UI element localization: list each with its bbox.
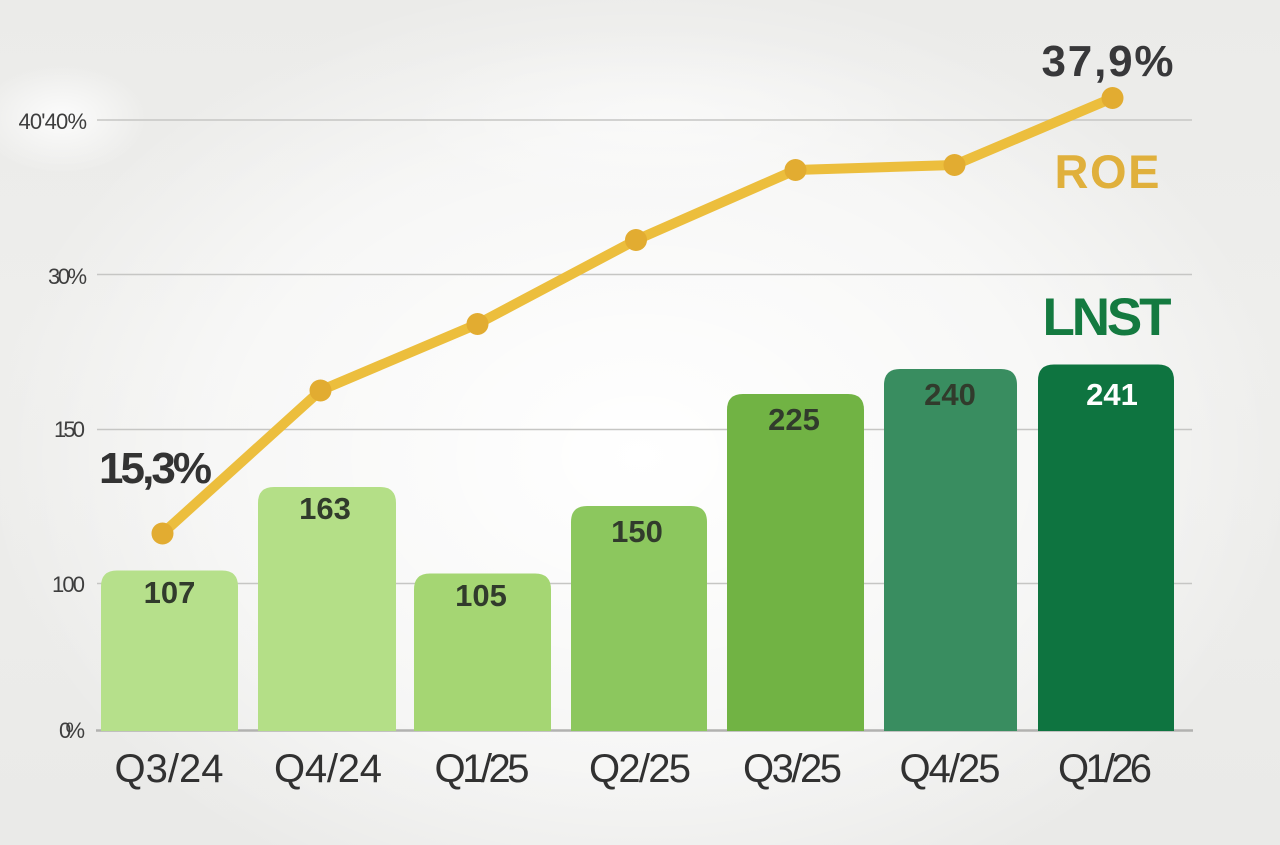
svg-text:241: 241 [1086,377,1138,412]
svg-text:Q1/25: Q1/25 [435,747,530,791]
svg-text:ROE: ROE [1055,145,1160,198]
svg-text:105: 105 [455,578,507,613]
svg-text:0%: 0% [59,718,85,743]
svg-text:Q2/25: Q2/25 [589,747,691,791]
svg-text:240: 240 [924,377,976,412]
svg-text:225: 225 [768,402,820,437]
svg-text:37,9%: 37,9% [1042,37,1174,86]
svg-text:Q3/25: Q3/25 [743,747,842,791]
svg-text:Q4/25: Q4/25 [900,747,1001,791]
svg-text:30%: 30% [48,264,87,289]
svg-text:LNST: LNST [1043,288,1172,347]
svg-text:163: 163 [299,491,351,526]
svg-text:Q3/24: Q3/24 [115,747,224,791]
svg-text:15,3%: 15,3% [99,444,212,493]
svg-text:Q4/24: Q4/24 [274,747,382,791]
svg-text:40'40%: 40'40% [19,109,88,134]
svg-text:107: 107 [144,575,196,610]
svg-text:150: 150 [611,514,663,549]
svg-text:Q1/26: Q1/26 [1058,747,1152,791]
svg-text:100: 100 [52,572,85,597]
svg-text:150: 150 [54,417,85,442]
